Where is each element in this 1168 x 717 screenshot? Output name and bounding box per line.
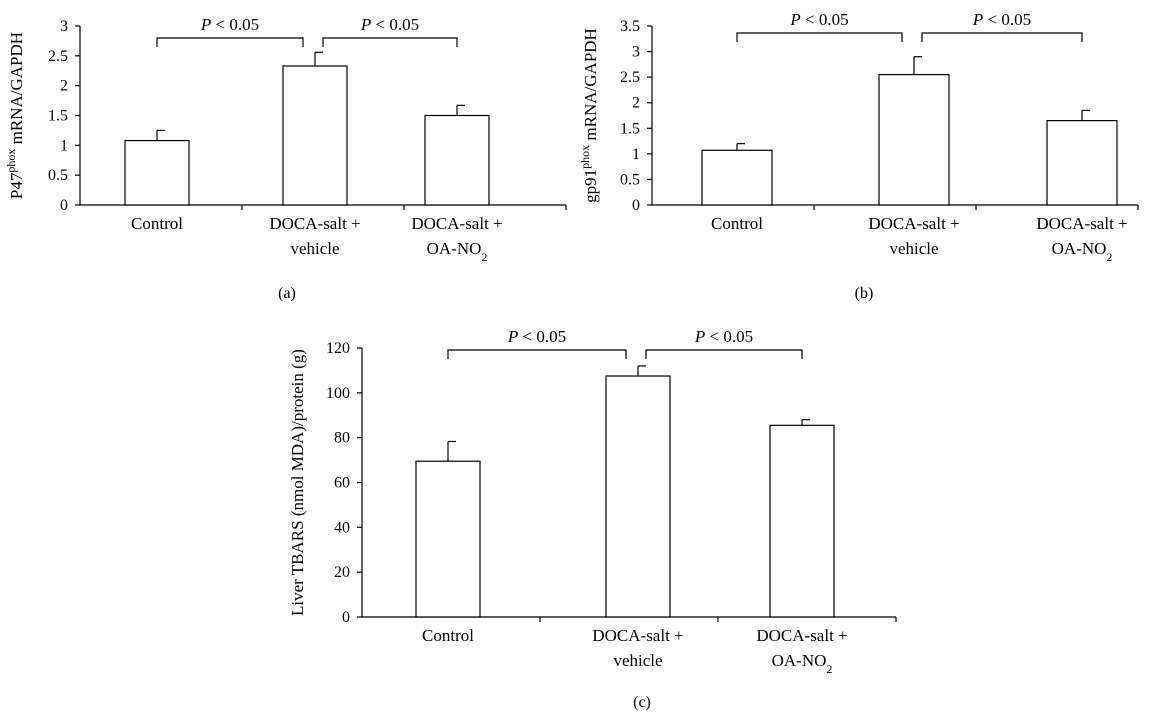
significance-label: P < 0.05 [789, 10, 848, 29]
y-tick-label: 2.5 [48, 48, 68, 65]
category-label-line2: OA-NO2 [772, 651, 833, 676]
category-label: DOCA-salt + [269, 214, 360, 233]
significance-label: P < 0.05 [972, 10, 1031, 29]
bar [124, 139, 190, 206]
y-tick-label: 100 [326, 385, 350, 402]
category-label: Control [422, 626, 474, 645]
panel-label: (a) [278, 285, 296, 302]
y-tick-label: 0.5 [620, 171, 640, 188]
bar [1046, 120, 1118, 206]
category-label: DOCA-salt + [411, 214, 502, 233]
bar [878, 73, 950, 206]
y-tick-label: 2.5 [620, 69, 640, 86]
significance-p: P [694, 327, 705, 346]
significance-bracket [645, 349, 803, 359]
category-label-line2: vehicle [889, 239, 938, 258]
y-tick-label: 3 [632, 44, 640, 61]
significance-threshold: < 0.05 [705, 327, 753, 346]
category-label-line2: OA-NO2 [1052, 239, 1113, 264]
y-tick-label: 1 [60, 137, 68, 154]
category-label-line2: vehicle [613, 651, 662, 670]
y-tick-label: 0.5 [48, 167, 68, 184]
category-label: DOCA-salt + [868, 214, 959, 233]
significance-bracket [156, 37, 304, 47]
category-label: DOCA-salt + [756, 626, 847, 645]
significance-bracket [921, 32, 1083, 42]
category-label-line2: OA-NO2 [427, 239, 488, 264]
significance-bracket [322, 37, 458, 47]
chart-panel-a: 0 0.5 1 1.5 2 2.5 3 Control DOCA-salt + vehicle DO… [4, 15, 567, 302]
significance-bracket [447, 349, 627, 359]
significance-p: P [789, 10, 800, 29]
bar [769, 424, 835, 618]
y-tick-label: 2 [632, 95, 640, 112]
y-tick-label: 3 [60, 18, 68, 35]
category-label: Control [131, 214, 183, 233]
significance-p: P [360, 15, 371, 34]
category-label-subscript: 2 [1106, 250, 1112, 264]
category-label-text: OA-NO [1052, 239, 1107, 258]
significance-label: P < 0.05 [694, 327, 753, 346]
y-axis-label: Liver TBARS (nmol MDA)/protein (g) [288, 349, 307, 616]
y-axis-label: P47phox mRNA/GAPDH [4, 32, 26, 199]
y-tick-label: 40 [334, 519, 350, 536]
panel-label: (b) [855, 285, 874, 302]
y-axis-label-unit: mRNA/GAPDH [7, 32, 26, 149]
significance-label: P < 0.05 [507, 327, 566, 346]
category-label: DOCA-salt + [592, 626, 683, 645]
y-axis-label-unit: mRNA/GAPDH [581, 28, 600, 145]
significance-p: P [972, 10, 983, 29]
y-axis-label-superscript: phox [578, 145, 592, 169]
significance-p: P [200, 15, 211, 34]
category-label: Control [711, 214, 763, 233]
significance-threshold: < 0.05 [983, 10, 1031, 29]
y-tick-label: 80 [334, 430, 350, 447]
category-label-text: OA-NO [772, 651, 827, 670]
y-axis-label-text: Liver TBARS (nmol MDA)/protein (g) [288, 349, 307, 616]
y-axis-label: gp91phox mRNA/GAPDH [578, 28, 600, 203]
y-tick-label: 3.5 [620, 18, 640, 35]
y-tick-label: 0 [60, 197, 68, 214]
significance-bracket [736, 32, 903, 42]
y-axis-label-text: P47 [7, 172, 26, 199]
bar [282, 65, 348, 206]
bar [424, 114, 490, 206]
significance-threshold: < 0.05 [211, 15, 259, 34]
y-tick-label: 1.5 [620, 120, 640, 137]
bar [415, 460, 481, 618]
panel-label: (c) [633, 694, 651, 711]
y-tick-label: 1 [632, 146, 640, 163]
y-tick-label: 20 [334, 564, 350, 581]
y-tick-label: 2 [60, 78, 68, 95]
category-label-text: OA-NO [427, 239, 482, 258]
y-tick-label: 0 [632, 197, 640, 214]
y-tick-label: 0 [342, 609, 350, 626]
y-tick-label: 60 [334, 475, 350, 492]
category-label-subscript: 2 [481, 250, 487, 264]
y-tick-label: 1.5 [48, 108, 68, 125]
significance-label: P < 0.05 [360, 15, 419, 34]
bar [605, 375, 671, 618]
category-label-subscript: 2 [826, 662, 832, 676]
significance-threshold: < 0.05 [518, 327, 566, 346]
significance-threshold: < 0.05 [801, 10, 849, 29]
bar [701, 149, 773, 206]
significance-label: P < 0.05 [200, 15, 259, 34]
category-label-line2: vehicle [290, 239, 339, 258]
significance-p: P [507, 327, 518, 346]
chart-panel-c: 0 20 40 60 80 100 120 Control DOCA-salt + vehicle… [288, 327, 897, 711]
category-label: DOCA-salt + [1036, 214, 1127, 233]
y-axis-label-superscript: phox [4, 149, 18, 173]
y-axis-label-text: gp91 [581, 169, 600, 203]
significance-threshold: < 0.05 [371, 15, 419, 34]
y-tick-label: 120 [326, 340, 350, 357]
chart-panel-b: 0 0.5 1 1.5 2 2.5 3 3.5 Control DOCA-salt + vehicl… [578, 10, 1139, 302]
